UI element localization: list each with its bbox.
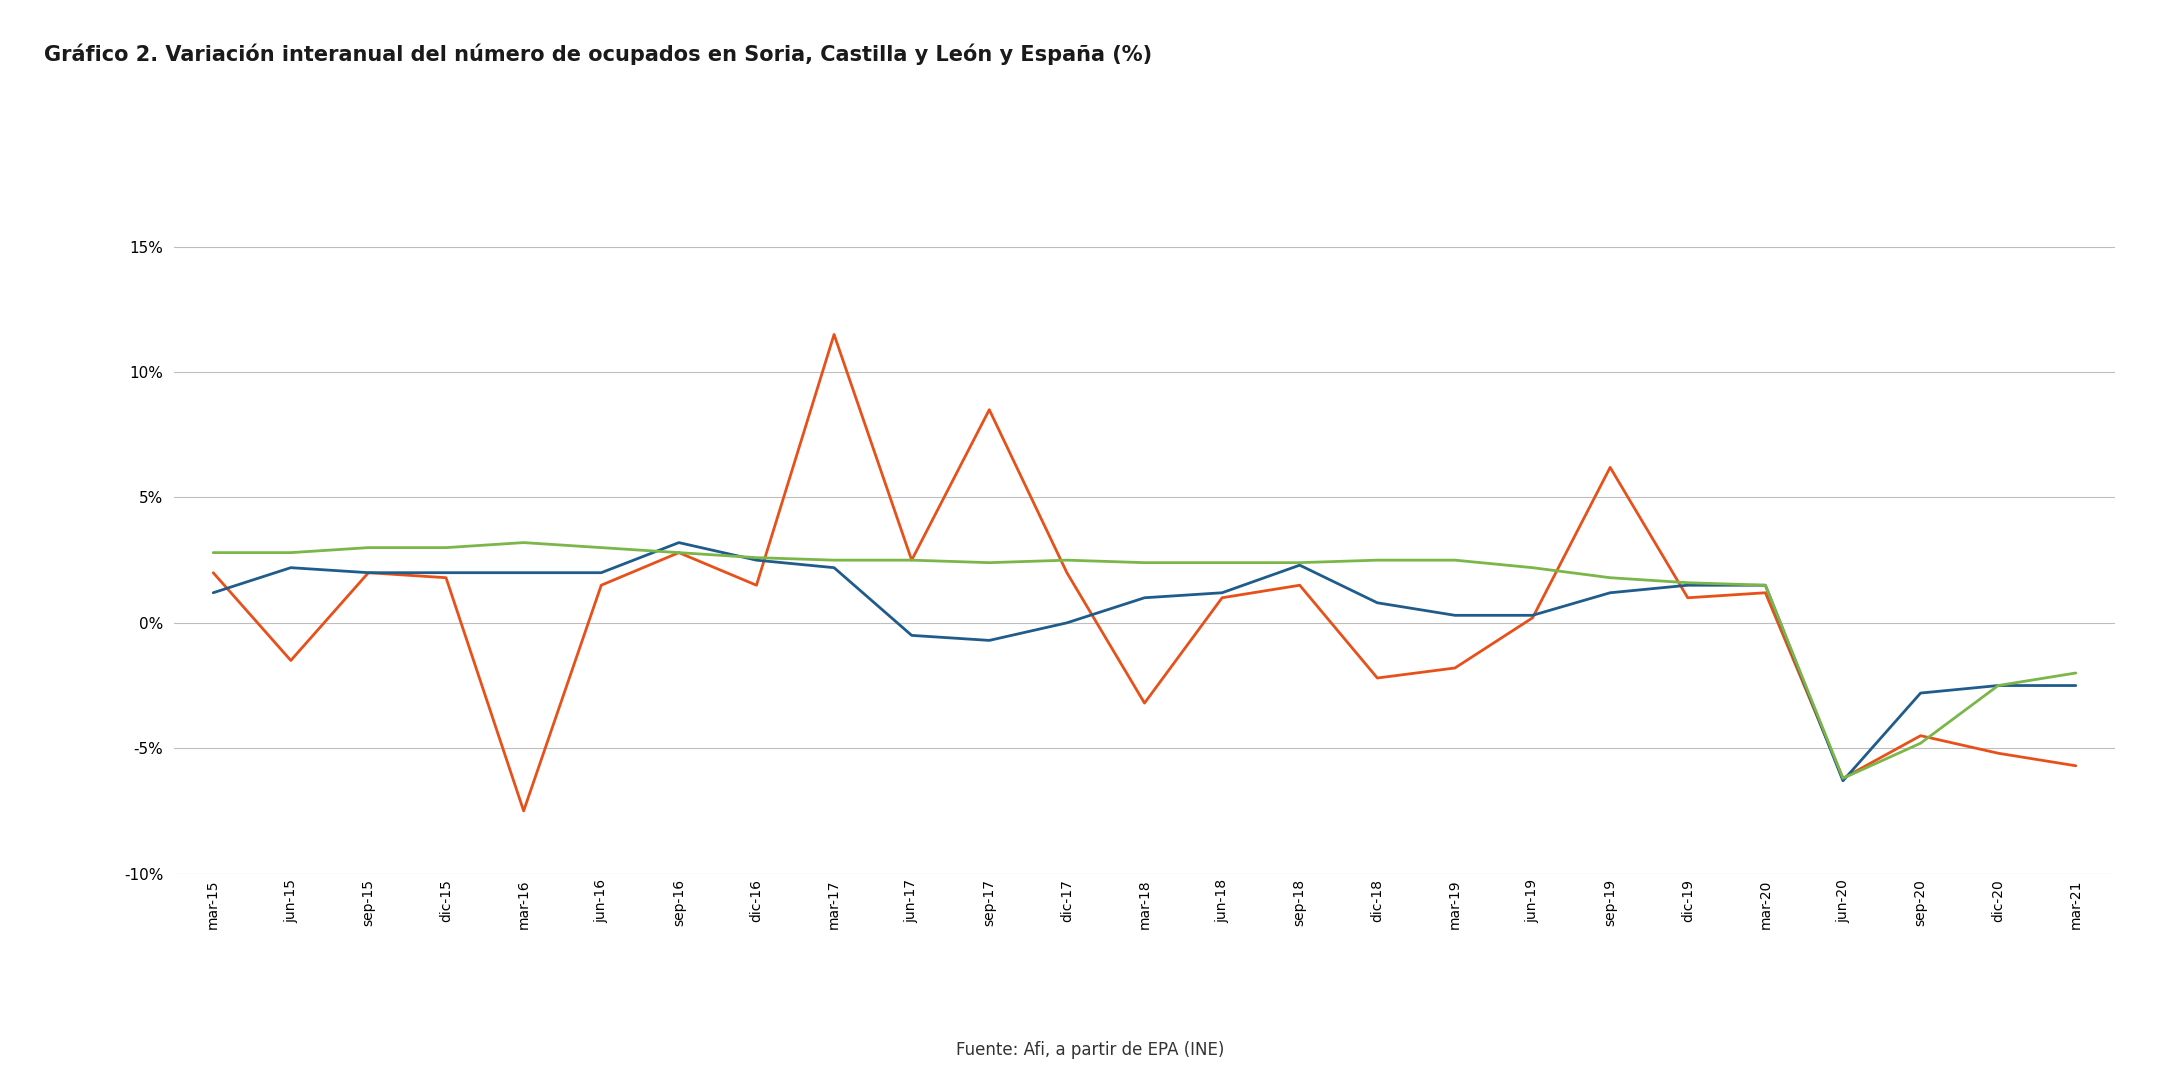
Soria xyxy=(1986,747,2012,760)
Castilla y León xyxy=(743,554,770,567)
Castilla y León xyxy=(1441,608,1467,621)
España xyxy=(434,541,460,554)
Castilla y León xyxy=(1598,586,1624,600)
Soria xyxy=(898,554,924,567)
España xyxy=(1753,579,1779,592)
España xyxy=(1519,561,1546,574)
Castilla y León xyxy=(201,586,227,600)
Soria xyxy=(589,579,615,592)
Text: Fuente: Afi, a partir de EPA (INE): Fuente: Afi, a partir de EPA (INE) xyxy=(955,1042,1225,1059)
Castilla y León xyxy=(898,629,924,642)
Castilla y León xyxy=(1908,687,1934,700)
Castilla y León xyxy=(1753,579,1779,592)
Soria xyxy=(1908,729,1934,743)
España xyxy=(589,541,615,554)
Soria xyxy=(743,579,770,592)
Soria xyxy=(355,566,382,579)
Soria xyxy=(1131,697,1158,710)
Soria xyxy=(2062,759,2088,772)
Soria xyxy=(1753,586,1779,600)
Castilla y León xyxy=(355,566,382,579)
España xyxy=(822,554,848,567)
España xyxy=(1598,571,1624,584)
Castilla y León xyxy=(665,536,691,549)
Castilla y León xyxy=(589,566,615,579)
Line: Castilla y León: Castilla y León xyxy=(214,543,2075,781)
Soria xyxy=(510,805,536,818)
Soria xyxy=(822,328,848,341)
España xyxy=(1986,679,2012,692)
Soria xyxy=(977,403,1003,416)
Soria xyxy=(201,566,227,579)
España xyxy=(1053,554,1079,567)
España xyxy=(743,551,770,565)
España xyxy=(277,546,303,559)
España xyxy=(665,546,691,559)
Soria xyxy=(1598,461,1624,474)
Castilla y León xyxy=(434,566,460,579)
Castilla y León xyxy=(277,561,303,574)
Soria xyxy=(665,546,691,559)
España xyxy=(977,556,1003,569)
España xyxy=(2062,666,2088,679)
Castilla y León xyxy=(1986,679,2012,692)
Soria xyxy=(1210,591,1236,604)
España xyxy=(1441,554,1467,567)
Castilla y León xyxy=(822,561,848,574)
Soria xyxy=(1674,591,1700,604)
España xyxy=(1365,554,1391,567)
Castilla y León xyxy=(1131,591,1158,604)
Line: Soria: Soria xyxy=(214,334,2075,811)
Soria xyxy=(1053,566,1079,579)
España xyxy=(510,536,536,549)
España xyxy=(1286,556,1312,569)
Castilla y León xyxy=(1519,608,1546,621)
Castilla y León xyxy=(1829,774,1855,787)
Text: Gráfico 2. Variación interanual del número de ocupados en Soria, Castilla y León: Gráfico 2. Variación interanual del núme… xyxy=(44,44,1151,66)
Castilla y León xyxy=(1210,586,1236,600)
España xyxy=(355,541,382,554)
España xyxy=(1210,556,1236,569)
España xyxy=(1131,556,1158,569)
España xyxy=(898,554,924,567)
Soria xyxy=(1286,579,1312,592)
España xyxy=(1829,772,1855,785)
Castilla y León xyxy=(1674,579,1700,592)
Castilla y León xyxy=(510,566,536,579)
Castilla y León xyxy=(2062,679,2088,692)
España xyxy=(1674,577,1700,590)
Castilla y León xyxy=(1286,559,1312,572)
Soria xyxy=(1829,772,1855,785)
Castilla y León xyxy=(1053,616,1079,629)
Soria xyxy=(277,654,303,667)
Soria xyxy=(434,571,460,584)
Line: España: España xyxy=(214,543,2075,779)
Soria xyxy=(1519,612,1546,625)
España xyxy=(201,546,227,559)
Castilla y León xyxy=(1365,596,1391,609)
Soria xyxy=(1441,662,1467,675)
Castilla y León xyxy=(977,633,1003,646)
España xyxy=(1908,737,1934,750)
Soria xyxy=(1365,672,1391,685)
